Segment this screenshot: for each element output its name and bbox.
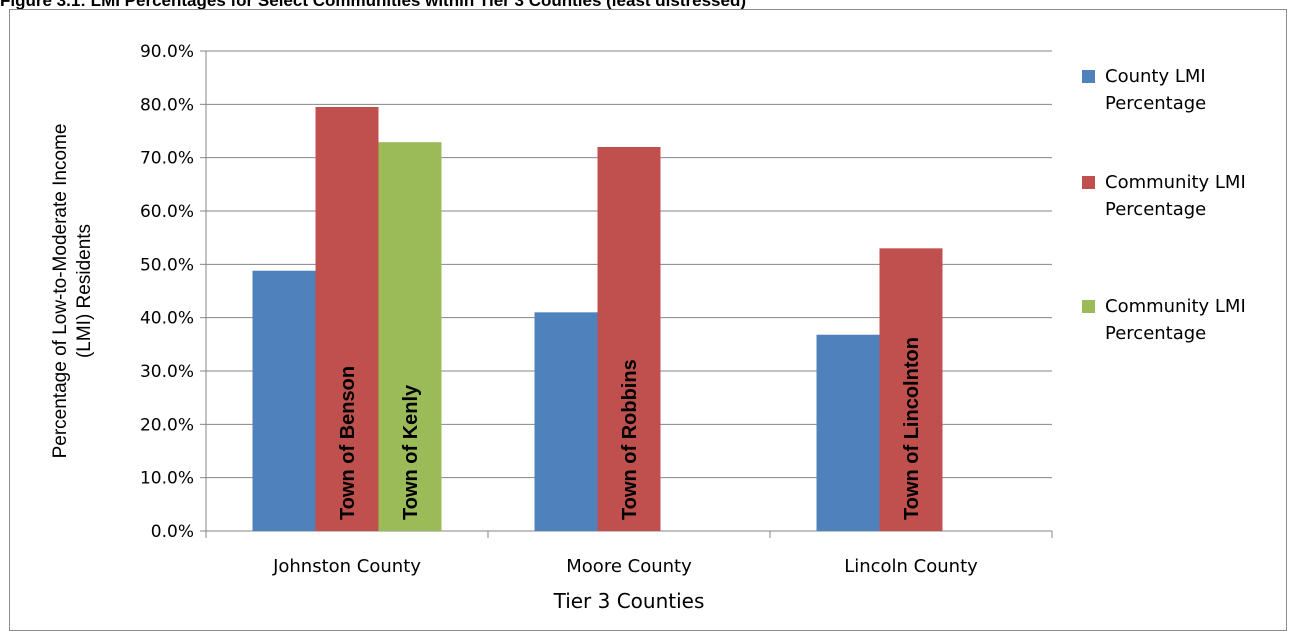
bar-label: Town of Benson — [337, 366, 359, 520]
legend-label: Community LMI Percentage — [1105, 296, 1246, 344]
y-tick-label: 20.0% — [140, 415, 194, 435]
legend-label: Community LMI Percentage — [1105, 172, 1246, 220]
legend-swatch-3 — [1082, 300, 1095, 313]
y-tick-label: 80.0% — [140, 95, 194, 115]
y-tick-label: 30.0% — [140, 362, 194, 382]
legend-label: County LMI Percentage — [1105, 66, 1206, 114]
bar-3 — [378, 142, 442, 531]
bar-1 — [252, 270, 316, 531]
y-tick-label: 70.0% — [140, 149, 194, 169]
category-label: Johnston County — [272, 556, 421, 577]
bar-label: Town of Lincolnton — [901, 337, 923, 520]
category-label: Lincoln County — [844, 556, 978, 577]
bar-chart: 0.0% 10.0% 20.0% 30.0% 40.0% 50.0% 60.0% 70.0% 8… — [50, 42, 1246, 613]
y-tick-label: 0.0% — [151, 522, 194, 542]
bar-1 — [534, 312, 598, 531]
y-tick-label: 10.0% — [140, 469, 194, 489]
y-tick-label: 60.0% — [140, 202, 194, 222]
bar-2 — [315, 107, 379, 531]
bar-1 — [816, 334, 880, 531]
legend-swatch-1 — [1082, 70, 1095, 83]
y-tick-label: 90.0% — [140, 42, 194, 62]
chart-frame: 0.0% 10.0% 20.0% 30.0% 40.0% 50.0% 60.0% 70.0% 8… — [9, 9, 1287, 631]
bar-label: Town of Kenly — [400, 384, 422, 520]
legend-swatch-2 — [1082, 176, 1095, 189]
x-axis-title: Tier 3 Counties — [553, 589, 705, 613]
bar-label: Town of Robbins — [619, 359, 641, 520]
bar-2 — [879, 248, 943, 532]
figure-title: Figure 3.1: LMI Percentages for Select C… — [0, 0, 746, 10]
y-tick-label: 40.0% — [140, 309, 194, 329]
bar-2 — [597, 147, 661, 531]
y-axis-title: Percentage of Low-to-Moderate Income — [50, 124, 71, 459]
y-tick-label: 50.0% — [140, 255, 194, 275]
category-label: Moore County — [566, 556, 692, 577]
y-axis-title: (LMI) Residents — [74, 224, 95, 358]
